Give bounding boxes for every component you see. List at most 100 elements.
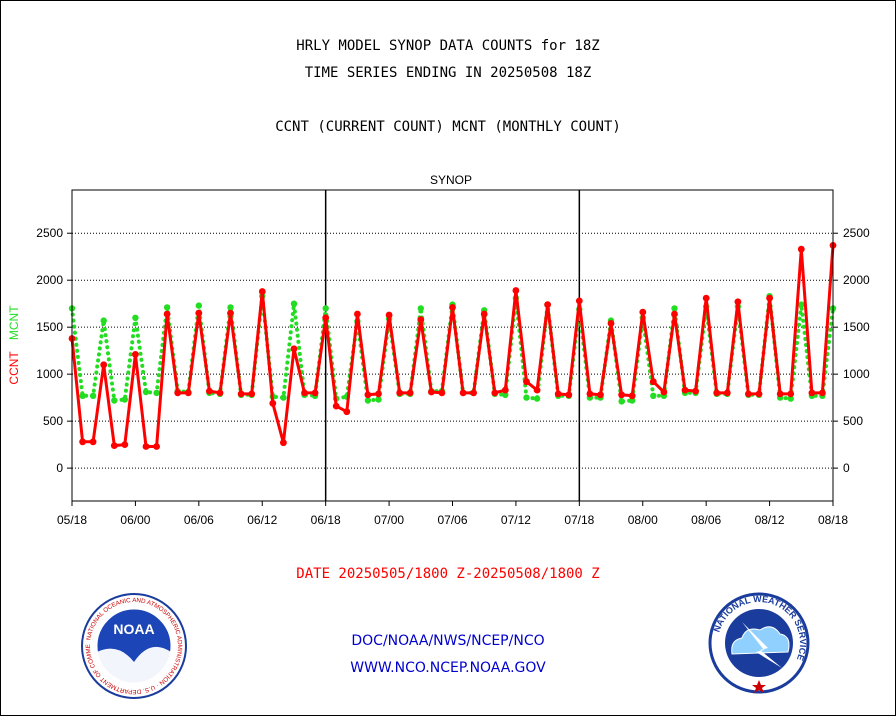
x-tick-label: 07/06 [437,513,467,527]
figure-title-line-2: TIME SERIES ENDING IN 20250508 18Z [304,65,592,81]
data-point-ccnt [100,361,108,369]
data-point-mcnt [227,304,234,311]
figure-title-line-1: HRLY MODEL SYNOP DATA COUNTS for 18Z [296,38,600,54]
data-point-ccnt [301,389,308,397]
plot-area-border [71,189,834,502]
data-point-ccnt [776,390,784,398]
x-tick-label: 07/18 [564,513,594,527]
data-point-mcnt [787,395,794,402]
data-point-ccnt [692,387,699,395]
data-point-ccnt [248,390,256,398]
data-point-ccnt [396,389,404,397]
data-point-mcnt [671,305,678,312]
noaa-wordmark: NOAA [113,621,154,637]
data-point-ccnt [745,390,752,398]
data-point-ccnt [586,390,594,398]
y-tick-label-right: 2500 [843,226,870,240]
x-tick-label: 07/00 [374,513,404,527]
y-tick-label-left: 2000 [36,273,63,287]
data-point-ccnt [449,304,456,311]
data-point-ccnt [258,288,266,295]
x-tick-label: 08/12 [755,513,785,527]
data-point-ccnt [364,391,372,399]
data-point-mcnt [618,398,625,405]
data-point-ccnt [227,309,234,317]
y-tick-label-right: 0 [843,461,850,475]
data-point-ccnt [332,402,340,410]
data-point-mcnt [523,394,530,401]
data-point-mcnt [79,392,86,399]
data-point-mcnt [195,302,202,309]
figure-subtitle: CCNT (CURRENT COUNT) MCNT (MONTHLY COUNT… [275,119,621,135]
x-tick-label: 06/06 [184,513,214,527]
x-tick-label: 08/18 [818,513,848,527]
data-point-ccnt [491,389,499,397]
data-point-ccnt [132,351,139,358]
data-point-ccnt [766,294,773,302]
data-point-ccnt [406,389,414,397]
data-point-mcnt [153,389,160,397]
data-point-ccnt [142,443,150,450]
x-tick-label: 08/06 [691,513,721,527]
x-tick-label: 06/00 [120,513,150,527]
data-point-mcnt [100,317,107,324]
data-point-ccnt [723,389,731,397]
data-point-ccnt [110,442,118,449]
y-tick-label-right: 2000 [843,273,870,287]
data-point-ccnt [565,391,573,399]
data-point-ccnt [575,297,583,305]
data-point-mcnt [163,304,171,311]
data-point-ccnt [121,441,129,448]
axes: 0 0 500 500 1000 1000 1500 1500 2000 2000 2500 2500… [36,226,870,527]
data-point-ccnt [184,389,192,397]
y-tick-label-right: 500 [843,414,863,428]
y-tick-label-right: 1500 [843,320,870,334]
chart-title: SYNOP [430,173,472,187]
data-point-mcnt [132,314,139,321]
date-range-label: DATE 20250505/1800 Z-20250508/1800 Z [296,566,600,582]
data-point-mcnt [502,391,509,398]
data-point-ccnt [174,389,182,397]
data-point-ccnt [163,310,171,318]
data-point-ccnt [280,439,287,447]
data-point-ccnt [597,391,604,399]
y-axis-label-mcnt: MCNT [7,305,21,340]
data-point-ccnt [153,443,161,450]
x-tick-label: 08/00 [628,513,658,527]
data-point-ccnt [269,399,277,407]
data-point-ccnt [343,408,351,416]
data-point-ccnt [544,301,551,308]
data-point-ccnt [639,308,647,316]
noaa-logo: NOAA NATIONAL OCEANIC AND ATMOSPHERIC AD… [80,592,187,699]
data-point-ccnt [195,309,203,317]
data-point-ccnt [237,390,245,398]
data-point-mcnt [798,301,805,308]
data-point-mcnt [290,300,298,307]
data-point-mcnt [111,397,118,404]
nws-logo: NATIONAL WEATHER SERVICE [708,592,810,694]
data-point-ccnt [480,310,488,318]
data-point-ccnt [290,345,298,353]
data-point-ccnt [322,314,330,322]
data-point-mcnt [533,395,541,402]
data-point-ccnt [311,389,319,397]
data-point-ccnt [79,438,86,446]
y-tick-label-left: 2500 [36,226,63,240]
website-link[interactable]: WWW.NCO.NCEP.NOAA.GOV [350,660,546,676]
grid [72,190,833,501]
org-path-label: DOC/NOAA/NWS/NCEP/NCO [351,633,545,649]
data-point-ccnt [628,392,636,400]
y-tick-label-left: 500 [43,414,63,428]
data-point-ccnt [206,387,213,395]
x-tick-label: 06/18 [311,513,341,527]
data-point-ccnt [417,316,425,324]
data-point-ccnt [649,378,657,386]
data-point-mcnt [650,392,657,399]
data-point-mcnt [417,305,424,312]
data-point-ccnt [89,438,97,446]
data-point-ccnt [459,389,467,397]
data-point-ccnt [787,390,795,398]
data-point-ccnt [523,378,530,386]
data-point-ccnt [428,388,435,396]
